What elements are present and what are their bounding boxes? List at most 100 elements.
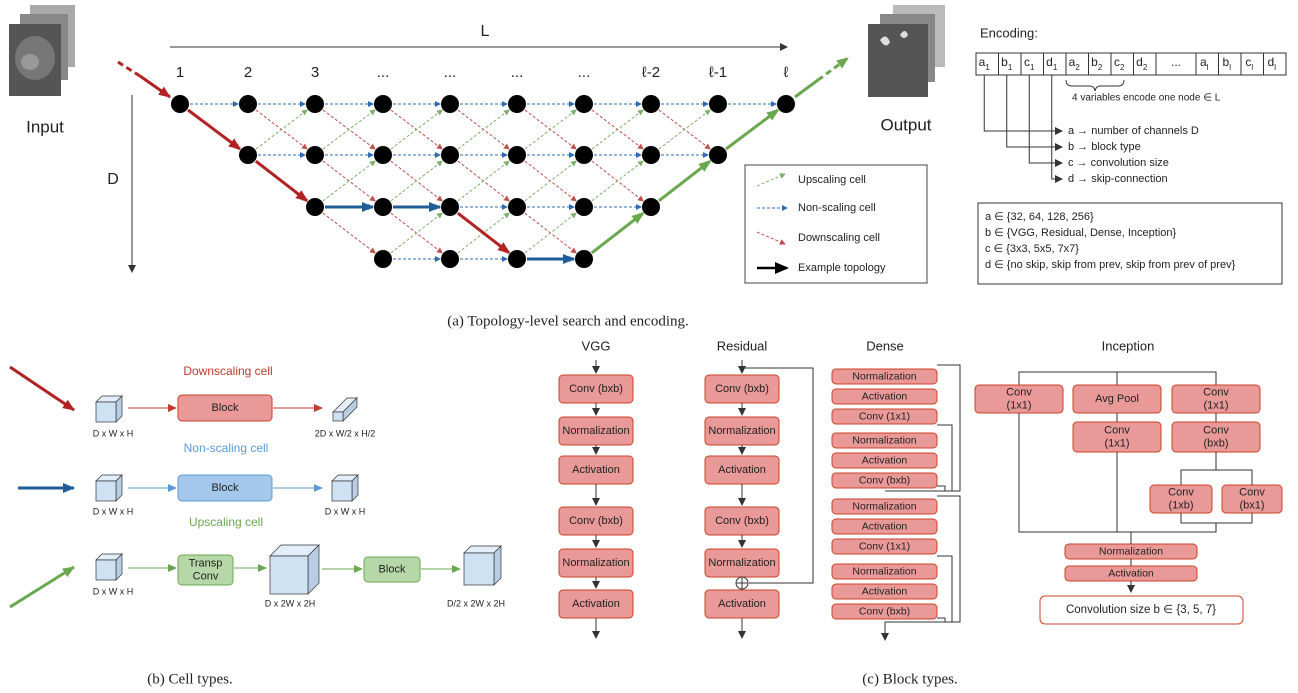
node — [575, 198, 593, 216]
block-label: Block — [212, 402, 239, 414]
dense-link — [885, 495, 961, 623]
layer-label: Normalization — [708, 557, 775, 569]
node — [374, 250, 392, 268]
layer-label: Normalization — [852, 565, 916, 577]
inception-note: Convolution size b ∈ {3, 5, 7} — [1066, 604, 1216, 616]
subscript: l — [1229, 63, 1231, 72]
encoding-cell-label: bl — [1223, 55, 1232, 72]
layer-label: Conv (bxb) — [859, 474, 910, 486]
layer-box — [831, 498, 938, 515]
domain-label: b ∈ {VGG, Residual, Dense, Inception} — [985, 227, 1177, 239]
subscript: 2 — [1098, 63, 1103, 72]
layer-label: Activation — [572, 598, 620, 610]
encoding-cell-label: d2 — [1136, 55, 1148, 72]
column-label: ... — [578, 64, 591, 81]
layer-label: Normalization — [852, 500, 916, 512]
layer-label: Activation — [572, 464, 620, 476]
skip-connection — [742, 367, 814, 584]
add-op — [736, 577, 748, 589]
shape-label: D x W x H — [325, 506, 366, 516]
mapping-line — [1051, 75, 1063, 183]
edge — [657, 159, 712, 203]
legend-swatch — [756, 173, 786, 187]
encoding-cell-label: c1 — [1024, 55, 1035, 72]
block-title: Residual — [717, 338, 768, 353]
encoding-cell-label: d1 — [1046, 55, 1058, 72]
cube — [463, 552, 495, 586]
layer-box — [831, 472, 938, 489]
caption: (b) Cell types. — [147, 671, 232, 687]
encoding-cell-label: a2 — [1069, 55, 1081, 72]
encoding-cell-label: a1 — [979, 55, 991, 72]
edge — [456, 211, 511, 255]
block-label: Conv — [1203, 424, 1229, 436]
variable: d — [1046, 55, 1053, 69]
mapping-label: d → skip-connection — [1068, 173, 1168, 185]
node — [508, 198, 526, 216]
layer-box — [831, 518, 938, 535]
node — [441, 250, 459, 268]
legend-label: Upscaling cell — [798, 174, 866, 186]
legend-label: Downscaling cell — [798, 232, 880, 244]
encoding-cell-label: b2 — [1091, 55, 1103, 72]
variable: c — [1024, 55, 1030, 69]
layer-box — [831, 368, 938, 385]
block-label: (bxb) — [1203, 437, 1228, 449]
block-label: Transp — [189, 557, 223, 569]
legend-label: Example topology — [798, 262, 886, 274]
brace — [1065, 79, 1125, 92]
block-label: (1xb) — [1168, 499, 1193, 511]
input-label: Input — [26, 117, 64, 136]
layer-label: Conv (bxb) — [859, 605, 910, 617]
node — [306, 146, 324, 164]
layer-label: Activation — [718, 464, 766, 476]
layer-label: Normalization — [708, 425, 775, 437]
domain-label: a ∈ {32, 64, 128, 256} — [985, 211, 1094, 223]
block-label: Normalization — [1099, 545, 1163, 557]
edge — [390, 212, 443, 254]
shape-label: D x 2W x 2H — [265, 598, 316, 608]
domain-label: c ∈ {3x3, 5x5, 7x7} — [985, 243, 1079, 255]
node — [441, 95, 459, 113]
node — [239, 146, 257, 164]
node — [441, 198, 459, 216]
layer-box — [831, 603, 938, 620]
mapping-label: a → number of channels D — [1068, 125, 1199, 137]
edge — [390, 160, 443, 202]
node — [239, 95, 257, 113]
edge — [591, 109, 644, 150]
encoding-cell-label: b1 — [1001, 55, 1013, 72]
cube — [269, 555, 309, 595]
node — [374, 198, 392, 216]
node — [508, 250, 526, 268]
node — [709, 146, 727, 164]
variable: c — [1245, 55, 1251, 69]
variable: b — [1091, 55, 1098, 69]
edge — [591, 160, 644, 202]
block-title: Dense — [866, 338, 904, 353]
cell-title: Non-scaling cell — [184, 441, 269, 455]
node — [709, 95, 727, 113]
variable: a — [1069, 55, 1076, 69]
mapping-line — [983, 75, 1063, 135]
subscript: 1 — [1008, 63, 1013, 72]
block-label: Conv — [1104, 424, 1130, 436]
cell-title: Downscaling cell — [183, 364, 272, 378]
shape-label: 2D x W/2 x H/2 — [315, 428, 376, 438]
edge — [322, 212, 376, 254]
block-label: Conv — [193, 570, 219, 582]
variable: c — [1114, 55, 1120, 69]
subscript: l — [1251, 63, 1253, 72]
layer-label: Conv (bxb) — [569, 515, 623, 527]
block-box — [177, 394, 273, 422]
block-label: (1x1) — [1203, 399, 1228, 411]
node — [508, 95, 526, 113]
cube — [493, 545, 502, 586]
column-label: 1 — [176, 64, 184, 81]
column-label: ℓ-1 — [709, 64, 727, 81]
edge — [255, 109, 308, 150]
layer-box — [831, 388, 938, 405]
edge — [658, 109, 711, 150]
cube — [95, 559, 117, 581]
variable: b — [1001, 55, 1008, 69]
